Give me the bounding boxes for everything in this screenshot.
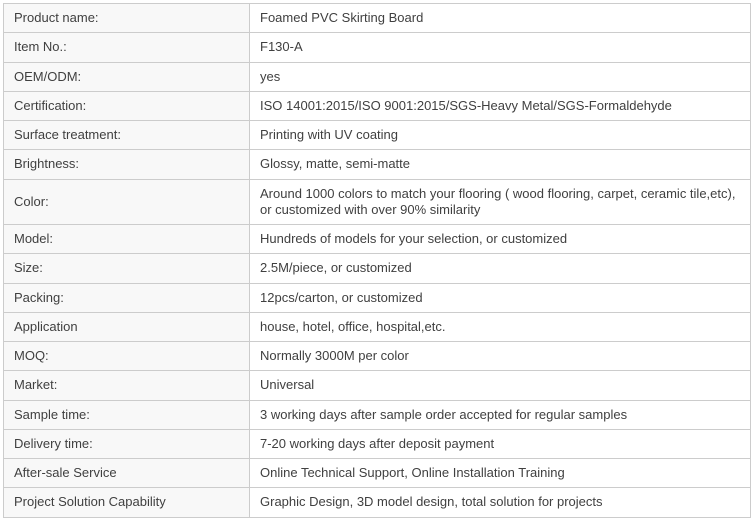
attribute-value-cell: Normally 3000M per color [249,340,751,372]
table-row: Surface treatment: Printing with UV coati… [3,119,751,151]
table-row: Sample time: 3 working days after sample … [3,399,751,430]
table-row: Brightness: Glossy, matte, semi-matte [3,149,751,180]
table-row: OEM/ODM: yes [3,61,751,92]
attribute-label-cell: After-sale Service [3,457,250,489]
attribute-label-cell: Item No.: [3,32,250,63]
attribute-label-cell: Surface treatment: [3,119,250,151]
product-spec-table: Product name: Foamed PVC Skirting Board It… [3,2,751,518]
attribute-value-cell: ISO 14001:2015/ISO 9001:2015/SGS-Heavy M… [249,90,751,122]
attribute-value-cell: F130-A [249,32,751,63]
attribute-value-cell: 12pcs/carton, or customized [249,282,751,313]
attribute-value-cell: Online Technical Support, Online Install… [249,457,751,489]
attribute-label-cell: Application [3,311,250,343]
attribute-label-cell: Color: [3,178,250,225]
table-row: Delivery time: 7-20 working days after de… [3,428,751,460]
table-row: Color: Around 1000 colors to match your f… [3,178,751,225]
attribute-label-cell: MOQ: [3,340,250,372]
attribute-label-cell: Packing: [3,282,250,313]
attribute-value-cell: Graphic Design, 3D model design, total s… [249,487,751,518]
attribute-value-cell: 2.5M/piece, or customized [249,253,751,284]
spec-table-body: Product name: Foamed PVC Skirting Board It… [3,2,751,518]
attribute-value-cell: house, hotel, office, hospital,etc. [249,311,751,343]
table-row: Product name: Foamed PVC Skirting Board [3,2,751,34]
attribute-label-cell: Delivery time: [3,428,250,460]
table-row: MOQ: Normally 3000M per color [3,340,751,372]
attribute-value-cell: Foamed PVC Skirting Board [249,2,751,34]
attribute-value-cell: yes [249,61,751,92]
attribute-value-cell: 3 working days after sample order accept… [249,399,751,430]
attribute-label-cell: Product name: [3,2,250,34]
table-row: Market: Universal [3,370,751,401]
attribute-label-cell: Sample time: [3,399,250,430]
attribute-value-cell: Hundreds of models for your selection, o… [249,223,751,255]
attribute-value-cell: Printing with UV coating [249,119,751,151]
attribute-label-cell: Certification: [3,90,250,122]
table-row: Item No.: F130-A [3,32,751,63]
table-row: After-sale Service Online Technical Suppo… [3,457,751,489]
table-row: Packing: 12pcs/carton, or customized [3,282,751,313]
attribute-label-cell: Market: [3,370,250,401]
attribute-value-cell: 7-20 working days after deposit payment [249,428,751,460]
table-row: Certification: ISO 14001:2015/ISO 9001:20… [3,90,751,122]
attribute-value-cell: Around 1000 colors to match your floorin… [249,178,751,225]
table-row: Application house, hotel, office, hospita… [3,311,751,343]
attribute-label-cell: OEM/ODM: [3,61,250,92]
attribute-label-cell: Brightness: [3,149,250,180]
attribute-value-cell: Universal [249,370,751,401]
attribute-label-cell: Size: [3,253,250,284]
attribute-label-cell: Project Solution Capability [3,487,250,518]
table-row: Project Solution Capability Graphic Desig… [3,487,751,518]
table-row: Size: 2.5M/piece, or customized [3,253,751,284]
attribute-value-cell: Glossy, matte, semi-matte [249,149,751,180]
attribute-label-cell: Model: [3,223,250,255]
table-row: Model: Hundreds of models for your select… [3,223,751,255]
